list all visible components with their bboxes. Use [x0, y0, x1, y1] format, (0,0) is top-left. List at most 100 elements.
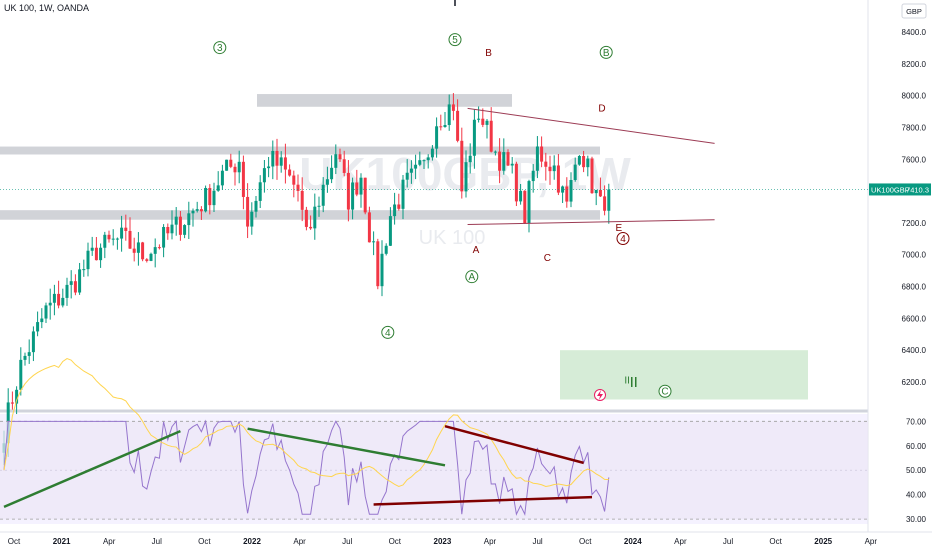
candle-body — [178, 216, 182, 235]
candle-body — [208, 187, 212, 206]
wave-label[interactable]: E — [615, 223, 622, 234]
candle-body — [485, 120, 489, 125]
candle-body — [258, 182, 262, 201]
candle-body — [523, 190, 527, 224]
candle-body — [195, 209, 199, 211]
price-pane[interactable] — [0, 0, 868, 408]
candle-body — [187, 213, 191, 226]
rsi-tick-label: 30.00 — [906, 515, 927, 524]
wave-label[interactable]: C — [658, 384, 672, 398]
candle-body — [174, 216, 178, 225]
wave-label-text: 3 — [217, 43, 223, 54]
candle-body — [342, 159, 346, 173]
rsi-trendline[interactable] — [373, 495, 593, 506]
candle-body — [233, 166, 237, 173]
wave-label[interactable]: 4 — [616, 232, 630, 246]
wave-label-text: A — [468, 272, 475, 283]
candle-body — [472, 119, 476, 156]
wave-label-text: E — [615, 223, 622, 234]
candle-body — [569, 179, 573, 202]
price-tick-label: 8400.0 — [902, 28, 927, 37]
watermark-name: UK 100 — [419, 227, 486, 249]
rsi-line — [3, 419, 610, 516]
candle-body — [447, 104, 451, 126]
candle-body — [149, 253, 153, 261]
candle-body — [61, 297, 65, 306]
wave-label[interactable]: 5 — [448, 33, 462, 47]
wave-label-text: D — [598, 104, 605, 115]
zone-0[interactable] — [257, 94, 512, 107]
wave-label[interactable]: 4 — [381, 325, 395, 339]
candle-body — [296, 184, 300, 191]
candle-body — [191, 210, 195, 214]
candle-body — [590, 158, 594, 194]
candles-layer — [2, 93, 611, 466]
price-axis: 6200.06400.06600.06800.07000.07200.07400… — [902, 28, 927, 387]
candle-body — [111, 238, 115, 240]
zone-2[interactable] — [0, 210, 600, 220]
candle-body — [141, 242, 145, 260]
candle-body — [439, 126, 443, 128]
price-trendline[interactable] — [467, 107, 715, 144]
candle-body — [607, 189, 611, 211]
wave-label[interactable]: B — [485, 48, 492, 59]
lightning-icon[interactable] — [594, 389, 606, 401]
wave-label[interactable]: II — [624, 376, 630, 387]
candle-body — [103, 234, 107, 248]
wave-label[interactable]: A — [465, 270, 479, 284]
candle-body — [216, 185, 220, 191]
candle-body — [271, 150, 275, 167]
candle-body — [321, 184, 325, 206]
candle-body — [519, 190, 523, 202]
wave-label[interactable]: B — [599, 45, 613, 59]
candle-body — [225, 159, 229, 171]
candle-body — [250, 211, 254, 227]
wave-label[interactable]: D — [598, 104, 605, 115]
price-tick-label: 8000.0 — [902, 92, 927, 101]
time-tick-label: Apr — [674, 537, 687, 546]
candle-body — [397, 204, 401, 209]
candle-body — [267, 166, 271, 169]
candle-body — [313, 206, 317, 229]
candle-body — [212, 190, 216, 206]
time-tick-label: Oct — [389, 537, 402, 546]
currency-badge[interactable]: GBP — [901, 3, 927, 19]
candle-body — [380, 253, 384, 287]
candle-body — [23, 355, 27, 360]
time-tick-label: Apr — [103, 537, 116, 546]
wave-label[interactable]: C — [544, 253, 551, 264]
last-price-value: 7410.3 — [906, 185, 929, 194]
time-tick-label: 2021 — [53, 537, 71, 546]
candle-body — [241, 161, 245, 197]
candle-body — [401, 179, 405, 209]
candle-body — [372, 241, 376, 243]
time-tick-label: 2022 — [243, 537, 261, 546]
candle-body — [166, 226, 170, 234]
rsi-trendline[interactable] — [247, 427, 446, 467]
price-tick-label: 8200.0 — [902, 60, 927, 69]
candle-body — [405, 172, 409, 180]
candle-body — [556, 165, 560, 193]
price-tick-label: 6200.0 — [902, 378, 927, 387]
price-tick-label: 6600.0 — [902, 314, 927, 323]
rsi-trendline[interactable] — [444, 425, 584, 465]
candle-body — [430, 148, 434, 158]
candle-body — [44, 305, 48, 319]
candle-body — [527, 181, 531, 224]
wave-label[interactable]: A — [473, 245, 480, 256]
wave-label-text: B — [603, 48, 610, 59]
candle-body — [540, 146, 544, 162]
candle-body — [15, 389, 19, 404]
wave-label[interactable]: 3 — [213, 41, 227, 55]
rsi-trendline[interactable] — [3, 429, 181, 509]
wave-label-text: 4 — [385, 328, 391, 339]
candle-body — [90, 247, 94, 251]
candle-body — [531, 170, 535, 182]
candle-body — [346, 172, 350, 210]
symbol-header[interactable]: UK 100, 1W, OANDA — [4, 3, 89, 13]
price-trendline[interactable] — [467, 219, 715, 225]
zone-1[interactable] — [0, 146, 600, 155]
candle-body — [82, 269, 86, 271]
time-tick-label: Apr — [293, 537, 306, 546]
